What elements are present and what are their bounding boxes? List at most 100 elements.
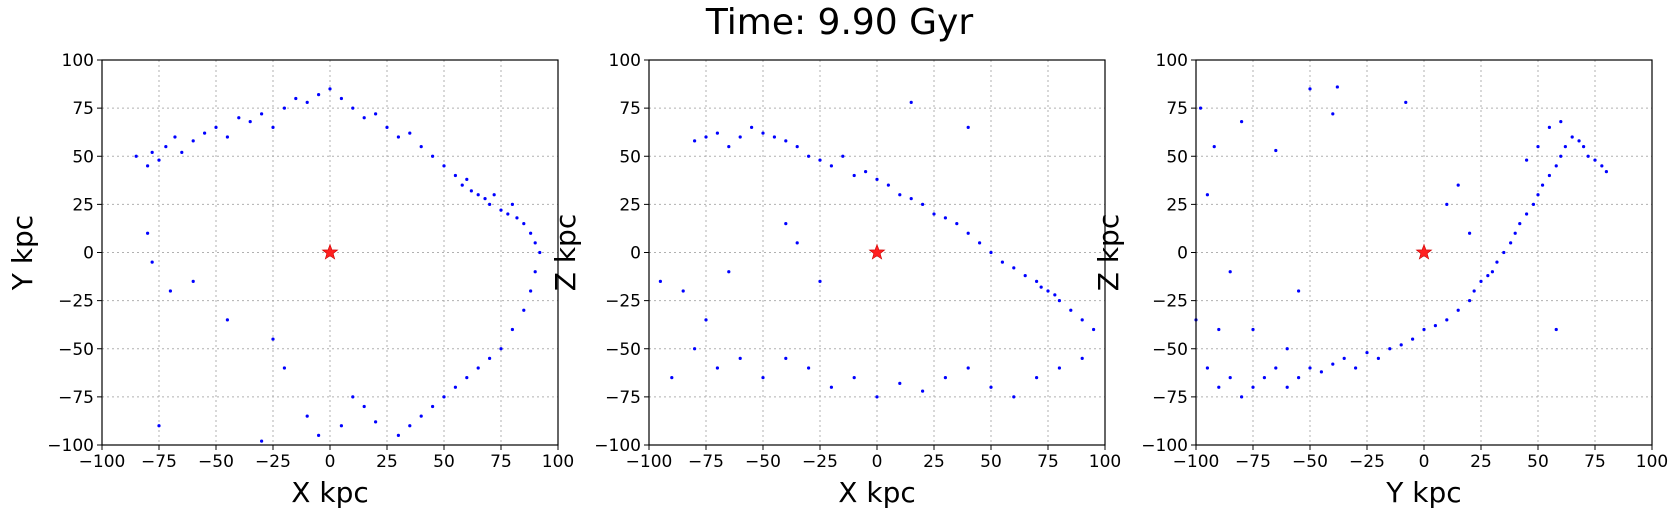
x-tick-label: 75 [1037, 452, 1059, 472]
data-point [260, 439, 264, 443]
data-point [1023, 274, 1027, 278]
data-point [150, 260, 154, 264]
x-axis-label: X kpc [291, 476, 368, 509]
data-point [173, 135, 177, 139]
data-point [727, 145, 731, 149]
center-star-marker [1415, 243, 1433, 260]
data-point [1335, 85, 1339, 89]
center-star-marker [321, 243, 339, 260]
data-point [1468, 299, 1472, 303]
center-star-marker [868, 243, 886, 260]
data-point [978, 241, 982, 245]
data-point [453, 385, 457, 389]
data-point [818, 279, 822, 283]
data-point [681, 289, 685, 293]
data-point [1012, 395, 1016, 399]
data-point [909, 100, 913, 104]
data-point [282, 366, 286, 370]
data-point [328, 87, 332, 91]
data-point [317, 93, 321, 97]
data-point [693, 139, 697, 143]
panel-2: −100 −75 −50 −25 0 25 50 75 100 −100 −75 −50 −25 0 25 5… [549, 51, 1121, 509]
data-point [932, 212, 936, 216]
data-point [339, 96, 343, 101]
panel-3: −100 −75 −50 −25 0 25 50 75 100 −100 −75 −50 −25 0 25 5… [1092, 51, 1668, 509]
data-point [1251, 327, 1255, 332]
data-point [1308, 87, 1312, 91]
y-tick-label: 75 [619, 99, 641, 119]
data-point [1297, 376, 1301, 380]
data-point [875, 395, 879, 399]
x-tick-label: −25 [802, 452, 838, 472]
data-point [1559, 120, 1563, 124]
x-tick-label: −25 [1349, 452, 1385, 472]
data-point [852, 173, 856, 178]
data-point [966, 366, 970, 370]
data-point [317, 433, 321, 437]
data-point [1479, 279, 1483, 283]
data-point [396, 135, 400, 139]
panel-1: −100 −75 −50 −25 0 25 50 75 100 −100 −75 −50 −25 0 25 5… [6, 51, 574, 509]
data-point [807, 366, 811, 370]
y-tick-label: 75 [72, 99, 94, 119]
data-point [431, 404, 435, 409]
data-point [522, 222, 526, 226]
data-point [761, 376, 765, 380]
data-point [305, 414, 309, 418]
data-point [385, 125, 389, 129]
data-point [453, 173, 457, 178]
x-tick-label: −50 [198, 452, 234, 472]
data-point [772, 135, 777, 139]
data-point [419, 145, 423, 149]
data-point [1297, 289, 1301, 293]
data-point [499, 347, 503, 351]
data-point [784, 139, 788, 143]
data-point [191, 139, 195, 143]
x-tick-label: −25 [255, 452, 291, 472]
data-point [282, 106, 286, 110]
data-point [522, 308, 526, 312]
data-point [225, 318, 229, 322]
data-point [795, 145, 799, 149]
data-point [921, 389, 925, 393]
data-point [750, 125, 754, 129]
data-point [476, 366, 480, 370]
x-tick-label: 0 [872, 452, 883, 472]
data-point [1456, 183, 1460, 187]
y-tick-label: 50 [72, 147, 94, 167]
data-point [1039, 285, 1043, 289]
data-point [943, 216, 948, 220]
data-point [134, 154, 138, 158]
data-point [157, 158, 161, 162]
y-tick-label: 50 [1166, 147, 1188, 167]
data-point [1593, 158, 1597, 162]
data-point [271, 125, 275, 129]
data-point [157, 424, 161, 428]
y-axis-label: Y kpc [6, 215, 39, 291]
x-tick-label: −100 [626, 452, 673, 472]
data-point [1331, 112, 1335, 116]
data-point [1547, 125, 1551, 129]
data-point [203, 131, 207, 135]
data-point [1486, 274, 1490, 278]
data-point [529, 231, 533, 235]
data-point [488, 356, 492, 360]
data-point [1513, 231, 1517, 235]
data-point [483, 197, 487, 201]
data-point [1274, 366, 1278, 370]
data-point [704, 318, 708, 322]
x-tick-label: −75 [1235, 452, 1271, 472]
data-point [1536, 193, 1540, 197]
data-point [362, 116, 366, 120]
data-point [1547, 173, 1551, 178]
data-point [1205, 366, 1209, 370]
data-point [164, 145, 168, 149]
y-tick-label: −25 [58, 292, 94, 312]
data-point [168, 289, 172, 293]
data-point [1274, 148, 1278, 153]
data-point [784, 356, 788, 360]
data-point [658, 279, 663, 283]
data-point [1053, 293, 1057, 297]
y-tick-label: −50 [1152, 340, 1188, 360]
